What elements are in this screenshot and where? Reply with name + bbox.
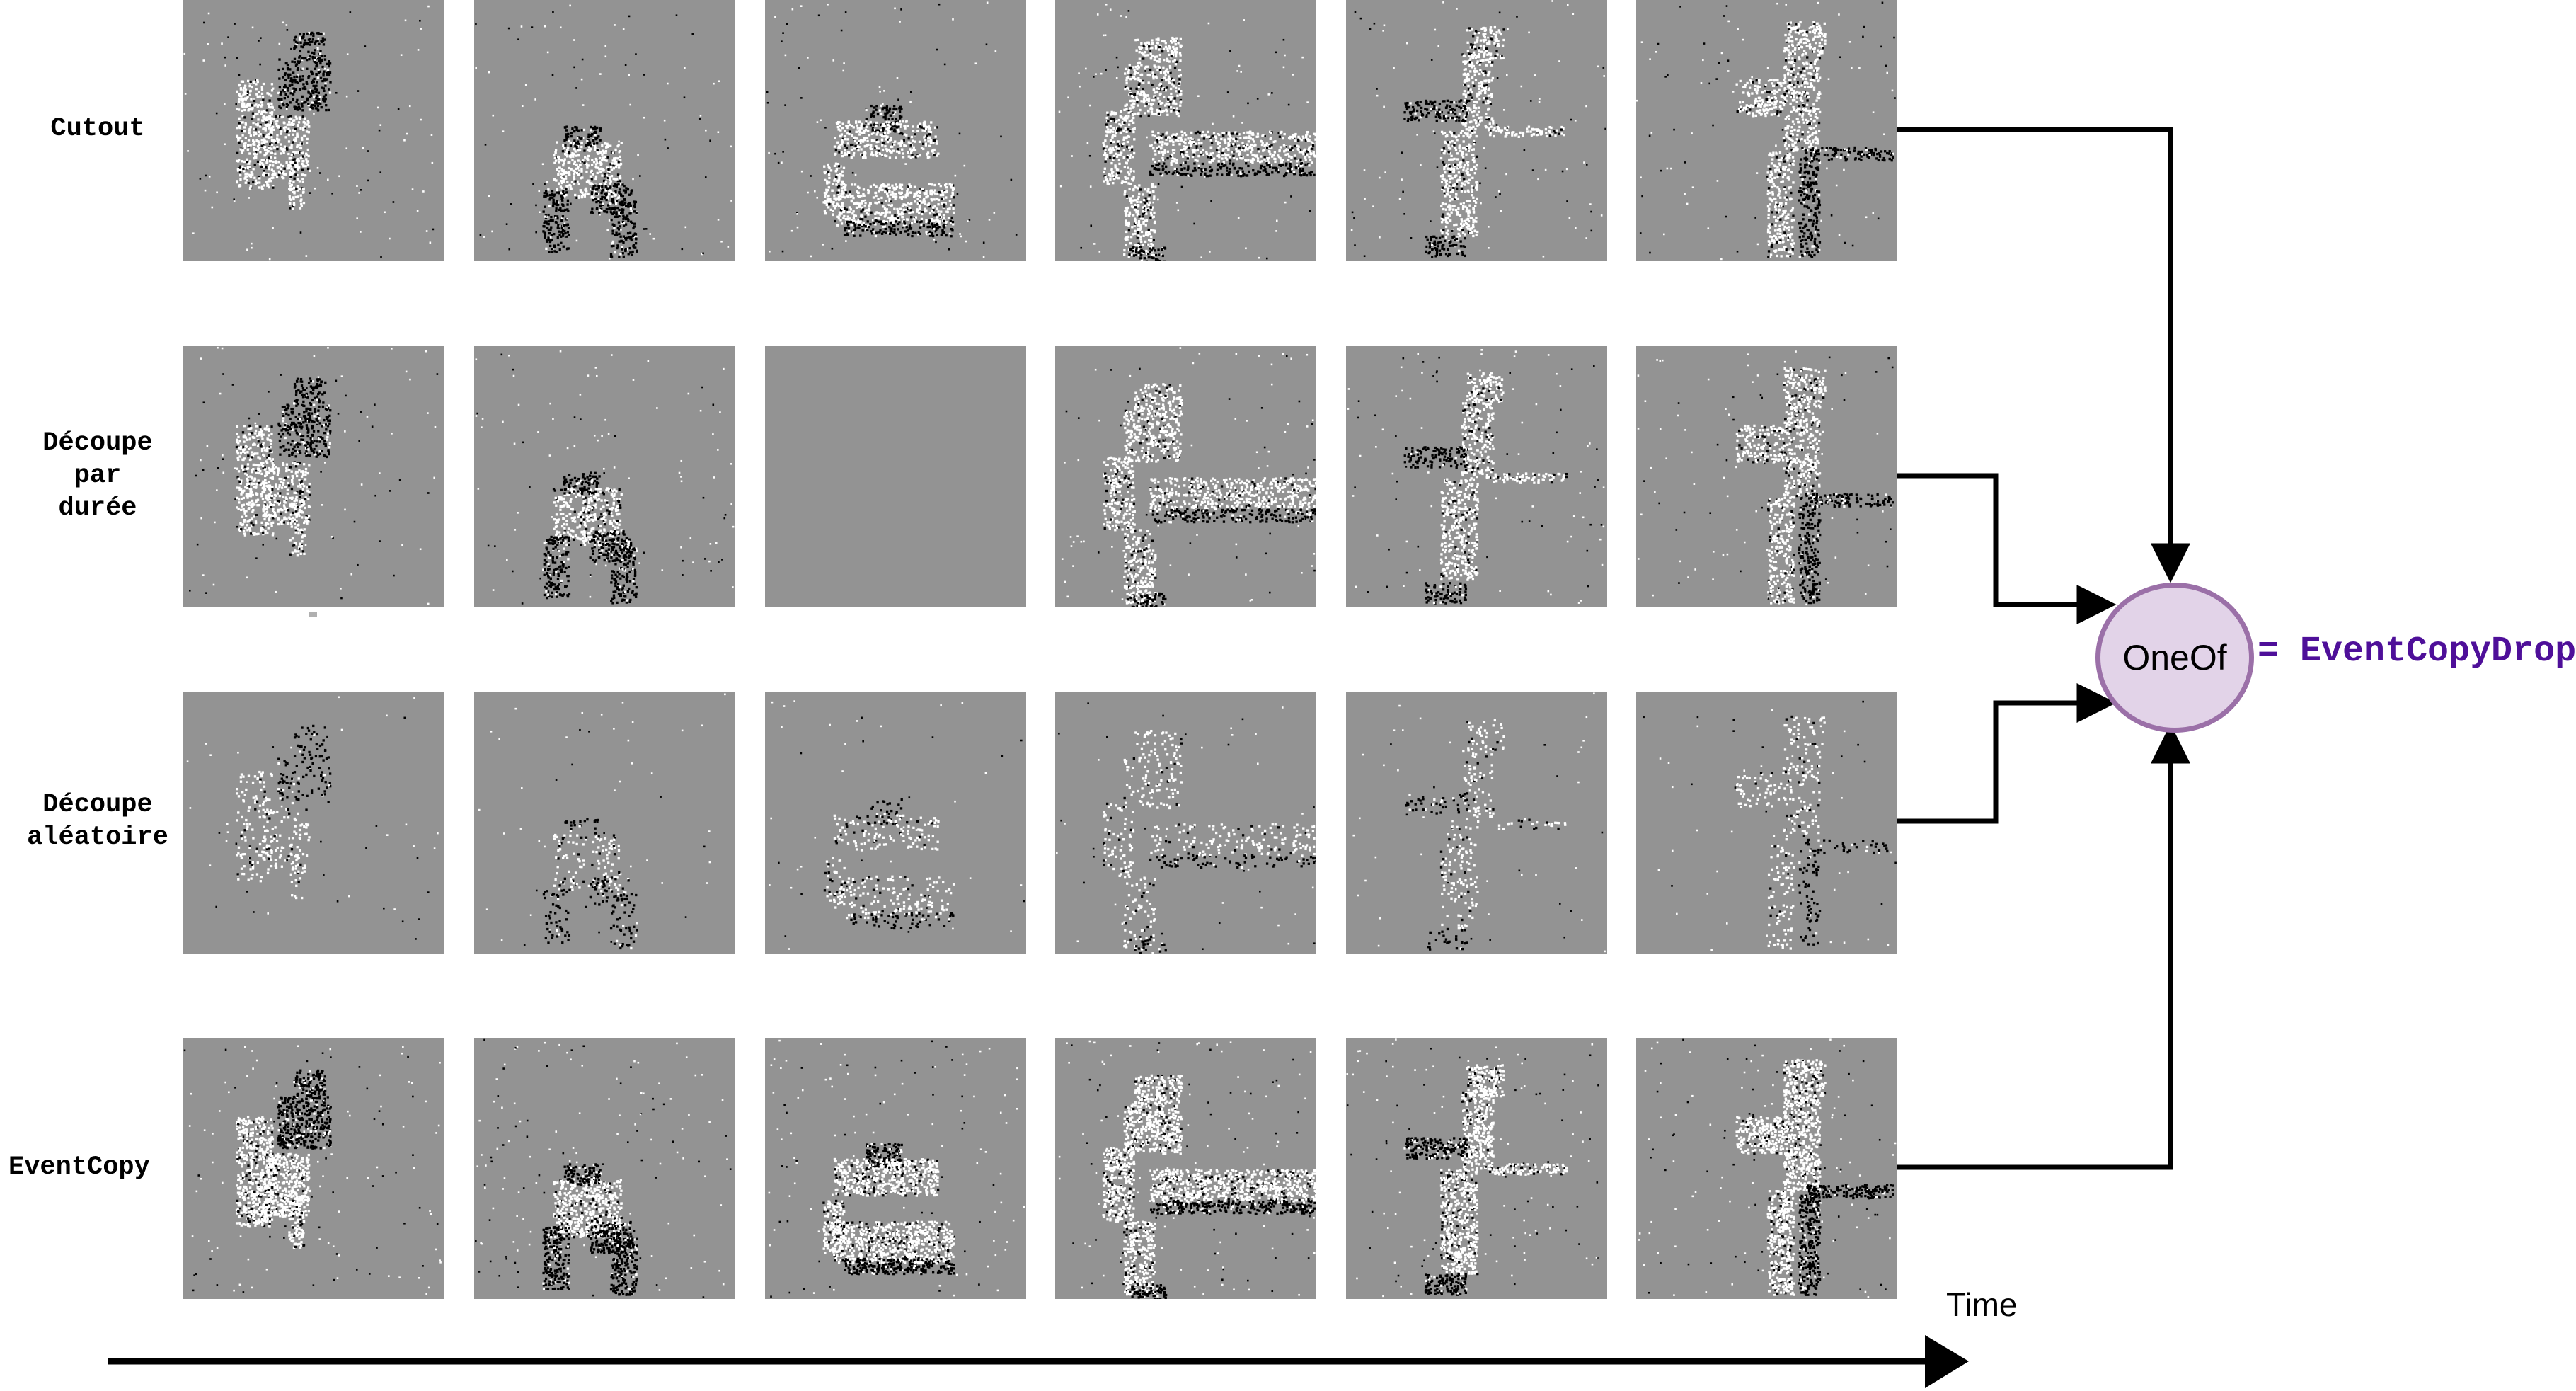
- event-frame-pixels: [1643, 700, 1897, 951]
- event-frame-cutout-t2: [474, 0, 735, 261]
- connector-eventcopy: [1897, 723, 2190, 1170]
- event-frame-decoupe-duree-t5: [1346, 346, 1607, 607]
- event-frame-eventcopy-t3: [765, 1038, 1026, 1299]
- connector-cutout: [1897, 127, 2190, 583]
- event-frame-cutout-t1: [183, 0, 444, 261]
- row-label-line: Découpe: [13, 427, 183, 459]
- event-frame-eventcopy-t4: [1055, 1038, 1316, 1299]
- event-frame-pixels: [475, 4, 732, 260]
- event-frame-decoupe-aleatoire-t6: [1636, 692, 1897, 954]
- result-label: = EventCopyDrop: [2258, 631, 2576, 672]
- row-label-line: durée: [13, 492, 183, 525]
- event-frame-eventcopy-t1: [183, 1038, 444, 1299]
- row-label-line: par: [13, 459, 183, 492]
- event-frame-eventcopy-t2: [474, 1038, 735, 1299]
- row-label-decoupe-duree: Découpe par durée: [13, 427, 183, 525]
- row-label-line: Cutout: [13, 113, 183, 145]
- row-label-cutout: Cutout: [13, 113, 183, 145]
- event-frame-pixels: [1058, 1040, 1316, 1299]
- event-frame-pixels: [478, 693, 726, 950]
- event-frame-pixels: [1061, 347, 1316, 607]
- event-frame-decoupe-aleatoire-t1: [183, 692, 444, 954]
- event-frame-decoupe-duree-t3: [765, 346, 1026, 607]
- row-label-line: aléatoire: [13, 821, 183, 854]
- event-frame-pixels: [189, 346, 439, 605]
- event-frame-eventcopy-t5: [1346, 1038, 1607, 1299]
- oneof-node: OneOf: [2095, 583, 2254, 733]
- event-frame-pixels: [183, 5, 435, 261]
- event-frame-pixels: [183, 1045, 442, 1295]
- event-frame-pixels: [1637, 350, 1894, 606]
- event-frame-pixels: [769, 700, 1025, 950]
- event-frame-pixels: [1058, 3, 1316, 261]
- event-frame-pixels: [1056, 702, 1316, 954]
- event-frame-decoupe-aleatoire-t5: [1346, 692, 1607, 954]
- connector-decoupe-duree: [1897, 473, 2117, 624]
- stray-mark: [309, 612, 317, 617]
- event-frame-decoupe-aleatoire-t4: [1055, 692, 1316, 954]
- event-frame-decoupe-duree-t2: [474, 346, 735, 607]
- event-frame-pixels: [1346, 1038, 1599, 1298]
- event-frame-pixels: [1347, 349, 1605, 605]
- event-frame-pixels: [475, 1038, 732, 1298]
- time-axis-label: Time: [1946, 1286, 2018, 1324]
- event-frame-cutout-t3: [765, 0, 1026, 261]
- event-frame-decoupe-duree-t6: [1636, 346, 1897, 607]
- time-axis-arrowhead: [1925, 1335, 1969, 1388]
- row-label-decoupe-aleatoire: Découpe aléatoire: [13, 789, 183, 854]
- event-frame-cutout-t5: [1346, 0, 1607, 261]
- event-frame-decoupe-aleatoire-t2: [474, 692, 735, 954]
- connector-decoupe-aleatoire: [1897, 683, 2117, 824]
- event-frame-pixels: [475, 350, 735, 605]
- event-frame-pixels: [1638, 1038, 1897, 1298]
- event-frame-pixels: [1350, 0, 1606, 258]
- event-frame-decoupe-aleatoire-t3: [765, 692, 1026, 954]
- event-frame-pixels: [1352, 692, 1606, 953]
- event-frame-eventcopy-t6: [1636, 1038, 1897, 1299]
- event-frame-pixels: [766, 1, 1018, 258]
- oneof-label: OneOf: [2122, 637, 2226, 678]
- event-frame-decoupe-duree-t1: [183, 346, 444, 607]
- event-frame-pixels: [1636, 1, 1896, 261]
- event-frame-decoupe-duree-t4: [1055, 346, 1316, 607]
- event-frame-pixels: [768, 1039, 1025, 1298]
- event-frame-cutout-t6: [1636, 0, 1897, 261]
- event-frame-pixels: [186, 696, 439, 940]
- row-label-line: EventCopy: [8, 1151, 178, 1184]
- row-label-line: Découpe: [13, 789, 183, 821]
- event-frame-cutout-t4: [1055, 0, 1316, 261]
- row-label-eventcopy: EventCopy: [0, 1151, 178, 1184]
